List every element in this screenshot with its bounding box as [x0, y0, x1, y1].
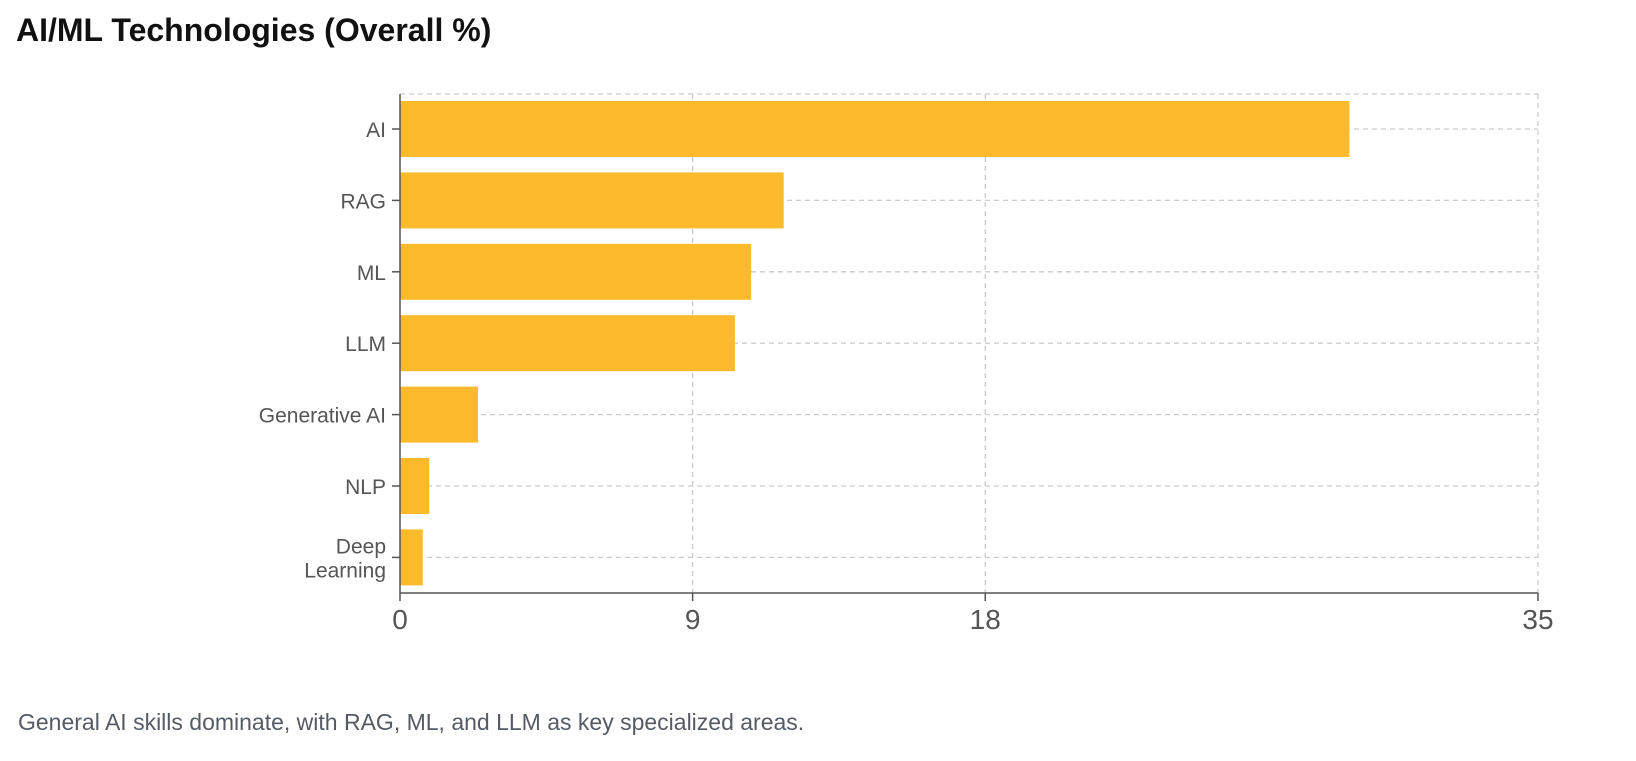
bar-generative-ai [400, 386, 479, 443]
bar-rag [400, 172, 784, 229]
x-tick-label: 9 [685, 604, 701, 635]
bar-nlp [400, 458, 430, 514]
chart-title: AI/ML Technologies (Overall %) [16, 12, 492, 48]
bar-ai [400, 101, 1350, 157]
y-tick-label: AI [366, 119, 386, 142]
bar-deep-learning [400, 529, 423, 586]
chart-caption: General AI skills dominate, with RAG, ML… [18, 709, 805, 735]
bar-llm [400, 315, 735, 372]
y-tick-label: Deep Learning [304, 535, 386, 582]
y-tick-label: ML [357, 262, 386, 285]
y-tick-label: LLM [345, 333, 386, 356]
x-tick-label: 0 [392, 604, 408, 635]
bar-ml [400, 243, 752, 300]
x-tick-label: 35 [1522, 604, 1553, 635]
y-tick-label: RAG [340, 190, 386, 213]
x-tick-label: 18 [970, 604, 1001, 635]
y-tick-label: NLP [345, 476, 386, 499]
y-tick-label: Generative AI [259, 405, 386, 428]
